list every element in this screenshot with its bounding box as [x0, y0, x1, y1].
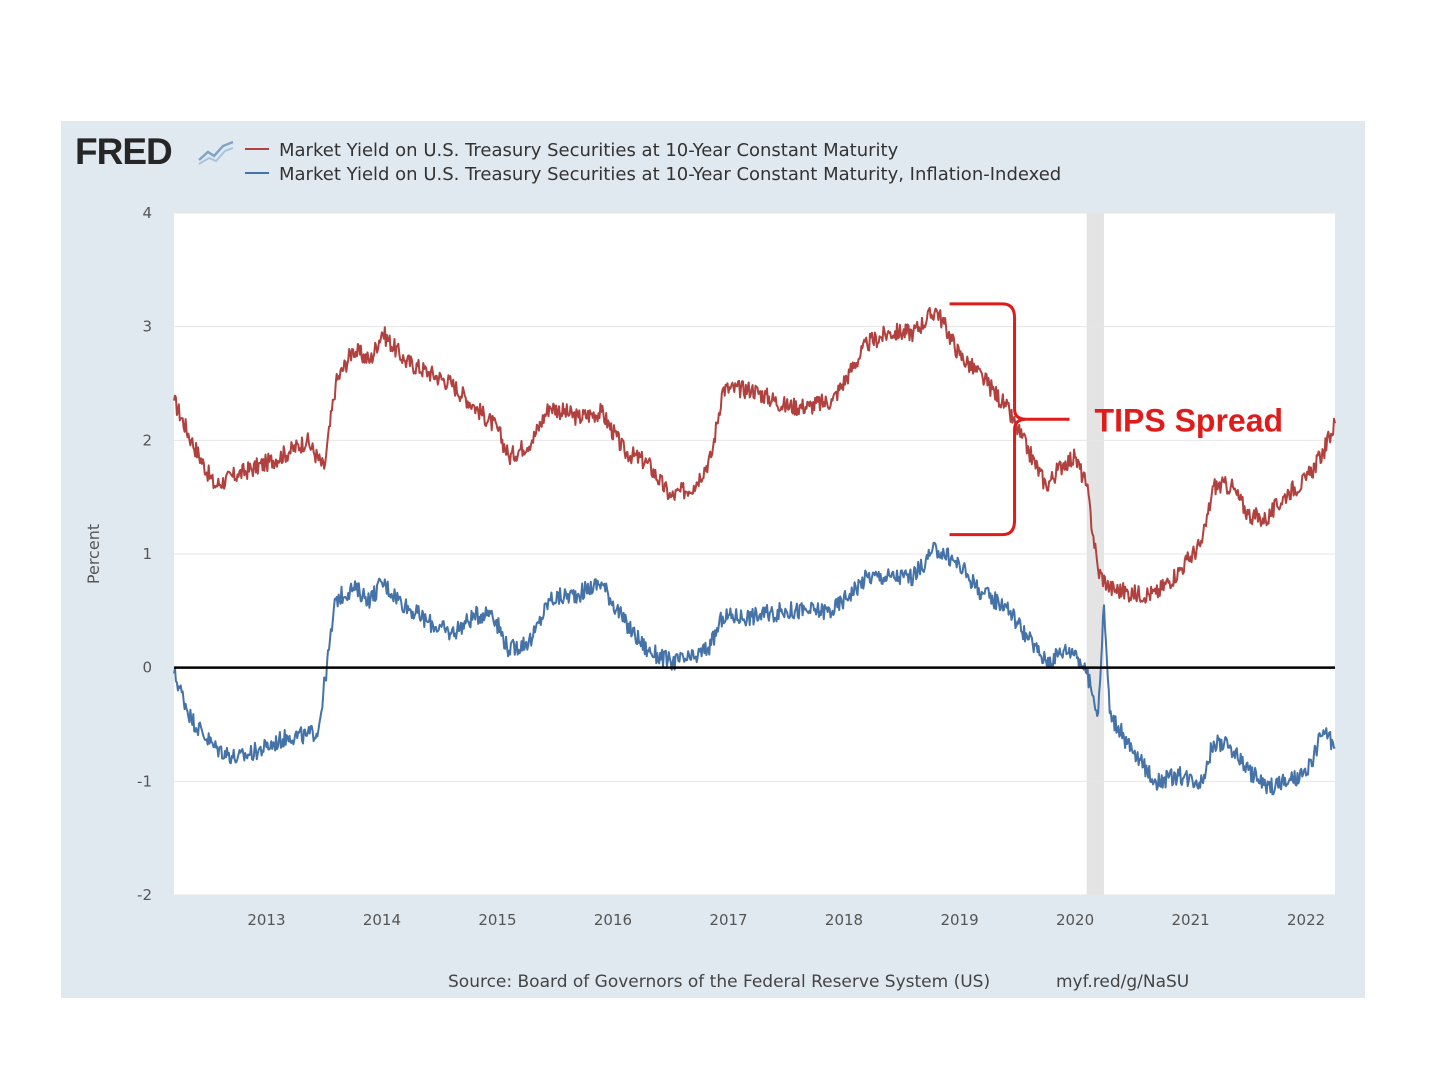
y-tick-label: 2 [142, 431, 152, 449]
series-line-inflation-indexed [173, 541, 1336, 796]
x-tick-label: 2022 [1287, 911, 1325, 929]
x-tick-label: 2014 [363, 911, 401, 929]
y-tick-label: -2 [137, 886, 152, 904]
legend-label-nominal: Market Yield on U.S. Treasury Securities… [279, 140, 899, 161]
tips-spread-brace [949, 302, 1027, 537]
chart-trend-icon [196, 136, 236, 168]
x-tick-label: 2015 [478, 911, 516, 929]
short-url-link[interactable]: myf.red/g/NaSU [1056, 972, 1190, 992]
y-tick-label: 3 [142, 318, 152, 336]
legend-label-inflation-indexed: Market Yield on U.S. Treasury Securities… [279, 164, 1062, 185]
y-tick-label: 0 [142, 659, 152, 677]
legend-entry-nominal: Market Yield on U.S. Treasury Securities… [245, 139, 898, 163]
x-tick-label: 2017 [709, 911, 747, 929]
x-tick-label: 2019 [940, 911, 978, 929]
tips-spread-label: TIPS Spread [1095, 402, 1284, 438]
y-axis-label: Percent [84, 524, 103, 584]
x-tick-label: 2016 [594, 911, 632, 929]
y-tick-label: 1 [142, 545, 152, 563]
y-tick-label: -1 [137, 772, 152, 790]
fred-logo: FRED [75, 131, 173, 172]
x-tick-label: 2018 [825, 911, 863, 929]
y-tick-label: 4 [142, 204, 152, 222]
series-line-nominal [173, 306, 1336, 604]
legend-entry-inflation-indexed: Market Yield on U.S. Treasury Securities… [245, 163, 1061, 187]
legend-swatch-blue [245, 172, 269, 174]
source-credit: Source: Board of Governors of the Federa… [448, 972, 991, 992]
legend-swatch-red [245, 148, 269, 150]
x-tick-label: 2021 [1172, 911, 1210, 929]
x-tick-label: 2020 [1056, 911, 1094, 929]
x-tick-label: 2013 [247, 911, 285, 929]
